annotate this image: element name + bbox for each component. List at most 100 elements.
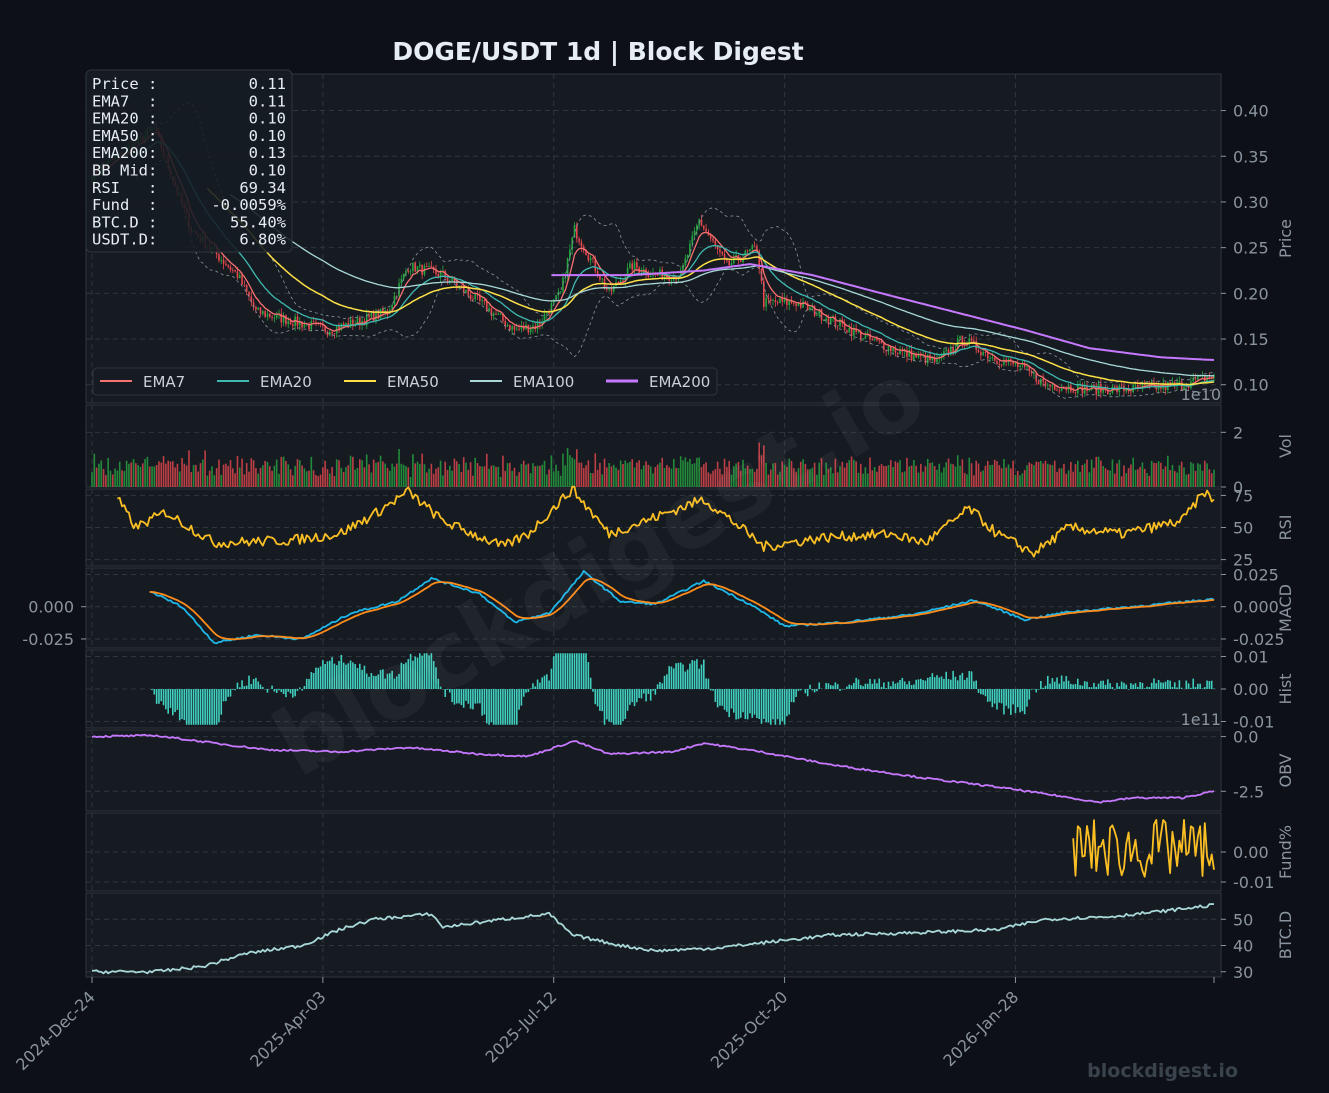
hist-bar bbox=[1003, 689, 1005, 715]
candle-body bbox=[229, 266, 232, 271]
volume-bar bbox=[1143, 468, 1146, 487]
volume-bar bbox=[545, 474, 548, 487]
volume-bar bbox=[460, 471, 463, 487]
hist-bar bbox=[573, 653, 576, 689]
volume-bar bbox=[522, 460, 525, 487]
candle-body bbox=[933, 357, 936, 363]
volume-bar bbox=[197, 471, 200, 487]
hist-bar bbox=[257, 681, 260, 689]
hist-bar bbox=[956, 680, 959, 689]
hist-bar bbox=[776, 689, 779, 720]
volume-bar bbox=[123, 471, 126, 487]
info-value: 0.10 bbox=[249, 162, 286, 180]
candle-body bbox=[926, 354, 929, 364]
candle-body bbox=[864, 335, 867, 339]
candle-body bbox=[248, 291, 250, 297]
volume-bar bbox=[282, 456, 285, 487]
candle-body bbox=[896, 352, 899, 354]
volume-bar bbox=[529, 473, 532, 487]
volume-bar bbox=[372, 459, 375, 487]
candle-body bbox=[1130, 391, 1132, 393]
hist-bar bbox=[167, 689, 169, 714]
volume-bar bbox=[402, 464, 405, 487]
info-label: Price : bbox=[92, 75, 157, 93]
volume-bar bbox=[848, 460, 851, 487]
volume-bar bbox=[737, 461, 740, 487]
legend-label: EMA200 bbox=[649, 373, 710, 391]
volume-bar bbox=[1106, 469, 1109, 487]
volume-bar bbox=[836, 472, 839, 487]
volume-bar bbox=[1190, 462, 1192, 487]
hist-bar bbox=[883, 682, 885, 689]
volume-bar bbox=[444, 461, 447, 487]
volume-bar bbox=[714, 468, 717, 487]
candle-body bbox=[947, 349, 950, 355]
candle-body bbox=[559, 291, 562, 293]
candle-body bbox=[562, 277, 564, 292]
volume-bar bbox=[850, 456, 853, 487]
hist-bar bbox=[878, 678, 881, 689]
volume-bar bbox=[578, 462, 580, 487]
candle-body bbox=[973, 340, 975, 342]
hist-bar bbox=[682, 664, 684, 689]
volume-bar bbox=[984, 465, 987, 487]
volume-bar bbox=[677, 468, 680, 487]
volume-bar bbox=[975, 460, 978, 487]
candle-body bbox=[402, 273, 405, 279]
candle-body bbox=[569, 249, 571, 259]
hist-bar bbox=[412, 660, 414, 689]
volume-bar bbox=[956, 455, 959, 487]
hist-bar bbox=[349, 660, 352, 689]
volume-bar bbox=[361, 460, 363, 487]
volume-bar bbox=[906, 457, 908, 487]
hist-bar bbox=[215, 689, 218, 725]
hist-bar bbox=[733, 689, 735, 713]
volume-bar bbox=[769, 469, 772, 487]
hist-bar bbox=[624, 689, 627, 719]
volume-bar bbox=[732, 466, 735, 487]
hist-bar bbox=[382, 669, 384, 689]
hist-bar bbox=[529, 688, 532, 689]
hist-bar bbox=[338, 661, 340, 689]
candle-body bbox=[495, 313, 497, 315]
candle-body bbox=[998, 363, 1001, 365]
hist-bar bbox=[151, 689, 153, 691]
candle-body bbox=[421, 264, 423, 275]
hist-bar bbox=[472, 689, 474, 710]
volume-bar bbox=[601, 474, 604, 487]
volume-bar bbox=[435, 468, 437, 487]
hist-bar bbox=[453, 689, 456, 705]
info-value: 0.11 bbox=[249, 92, 286, 110]
volume-bar bbox=[243, 474, 246, 487]
volume-bar bbox=[121, 470, 123, 487]
hist-bar bbox=[176, 689, 179, 710]
volume-bar bbox=[793, 468, 795, 487]
volume-bar bbox=[596, 469, 599, 487]
hist-bar bbox=[966, 677, 968, 689]
candle-body bbox=[1109, 392, 1111, 395]
volume-bar bbox=[1021, 473, 1024, 487]
hist-bar bbox=[576, 653, 578, 689]
hist-bar bbox=[322, 660, 324, 689]
volume-bar bbox=[398, 449, 400, 487]
volume-bar bbox=[774, 462, 777, 487]
volume-bar bbox=[1134, 469, 1137, 487]
candle-body bbox=[338, 326, 340, 330]
volume-bar bbox=[786, 466, 788, 487]
volume-bar bbox=[111, 474, 114, 487]
hist-bar bbox=[368, 676, 370, 689]
volume-bar bbox=[853, 459, 855, 487]
volume-bar bbox=[518, 472, 520, 487]
candle-body bbox=[996, 361, 998, 364]
volume-bar bbox=[772, 463, 774, 487]
volume-bar bbox=[1208, 469, 1211, 487]
hist-bar bbox=[289, 689, 292, 694]
hist-bar bbox=[335, 665, 338, 689]
volume-bar bbox=[430, 463, 433, 487]
macd-panel bbox=[85, 567, 1222, 649]
candle-body bbox=[735, 255, 737, 257]
volume-bar bbox=[709, 473, 712, 487]
volume-bar bbox=[107, 458, 109, 487]
volume-bar bbox=[832, 473, 834, 487]
volume-bar bbox=[829, 467, 832, 487]
